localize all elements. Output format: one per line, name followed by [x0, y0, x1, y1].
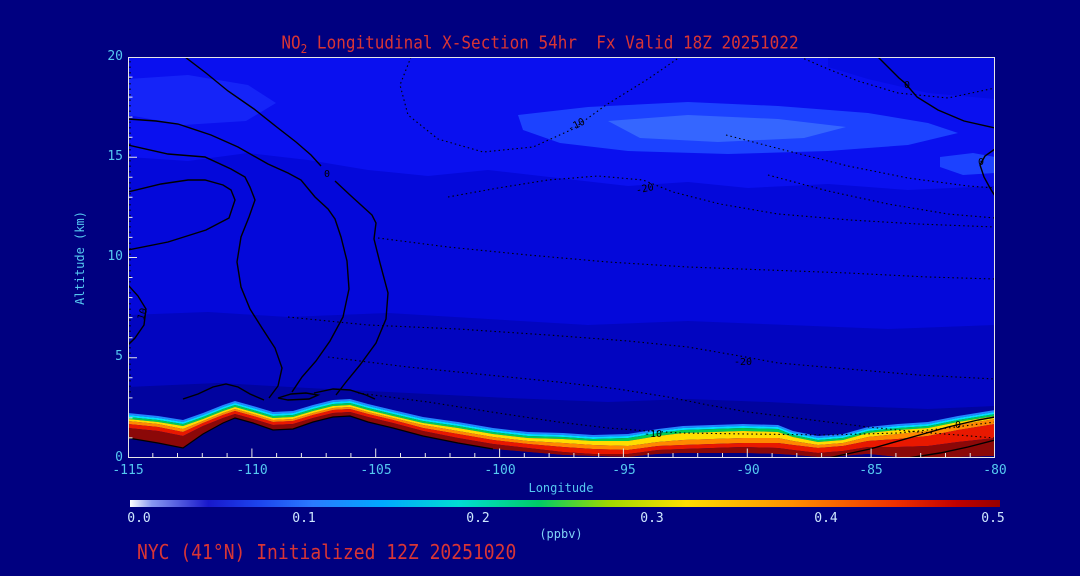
title-subscript: 2 — [300, 41, 308, 57]
colorbar-tick: 0.0 — [127, 511, 151, 526]
y-tick-0: 0 — [115, 450, 123, 465]
contour-label: 0 — [904, 80, 910, 91]
colorbar — [130, 500, 1000, 507]
x-tick: -115 — [112, 463, 144, 478]
surface-plume-band — [128, 399, 995, 458]
plot-border — [128, 57, 995, 458]
band-layer-orange — [128, 407, 995, 450]
y-tick-20: 20 — [107, 49, 123, 64]
solid-contours — [128, 57, 995, 458]
colorbar-tick: 0.1 — [292, 511, 316, 526]
y-axis-label: Altitude (km) — [73, 211, 87, 305]
footer-run-info: NYC (41°N) Initialized 12Z 20251020 — [137, 541, 517, 565]
chart-title: NO2 Longitudinal X-Section 54hr Fx Valid… — [0, 32, 1080, 57]
fill-region-lightest — [608, 115, 846, 142]
x-tick: -110 — [236, 463, 268, 478]
axis-ticks — [128, 57, 995, 458]
title-prefix: NO — [281, 31, 301, 53]
fill-region — [128, 75, 276, 125]
contour-label: -20 — [635, 182, 655, 197]
underground-navy — [128, 416, 995, 458]
contour-label: 10 — [136, 307, 150, 322]
contour-label: -10 — [644, 429, 662, 440]
x-tick: -105 — [360, 463, 392, 478]
plot-area: 0 10 -10 -20 -20 -10 0 0 0 — [128, 57, 995, 458]
contour-label: 0 — [955, 420, 961, 431]
colorbar-tick: 0.3 — [640, 511, 664, 526]
contour-label: -20 — [734, 357, 752, 368]
x-tick: -90 — [736, 463, 760, 478]
colorbar-tick: 0.2 — [466, 511, 490, 526]
terrain-outline — [128, 415, 494, 450]
colorbar-tick: 0.4 — [814, 511, 838, 526]
x-axis-label: Longitude — [528, 481, 594, 495]
y-tick-15: 15 — [107, 149, 123, 164]
fill-region — [828, 57, 995, 99]
title-rest: Longitudinal X-Section 54hr Fx Valid 18Z… — [307, 31, 799, 53]
x-tick: -80 — [983, 463, 1007, 478]
y-tick-10: 10 — [107, 249, 123, 264]
x-tick: -95 — [612, 463, 636, 478]
colorbar-tick: 0.5 — [981, 511, 1005, 526]
band-layer-maroon — [128, 412, 995, 457]
x-tick: -100 — [484, 463, 516, 478]
band-layer-yellow — [128, 405, 995, 446]
contour-label: 0 — [978, 157, 984, 168]
colorbar-units-label: (ppbv) — [539, 527, 583, 541]
contour-label: 0 — [324, 169, 330, 180]
y-tick-5: 5 — [115, 349, 123, 364]
x-tick: -85 — [859, 463, 883, 478]
